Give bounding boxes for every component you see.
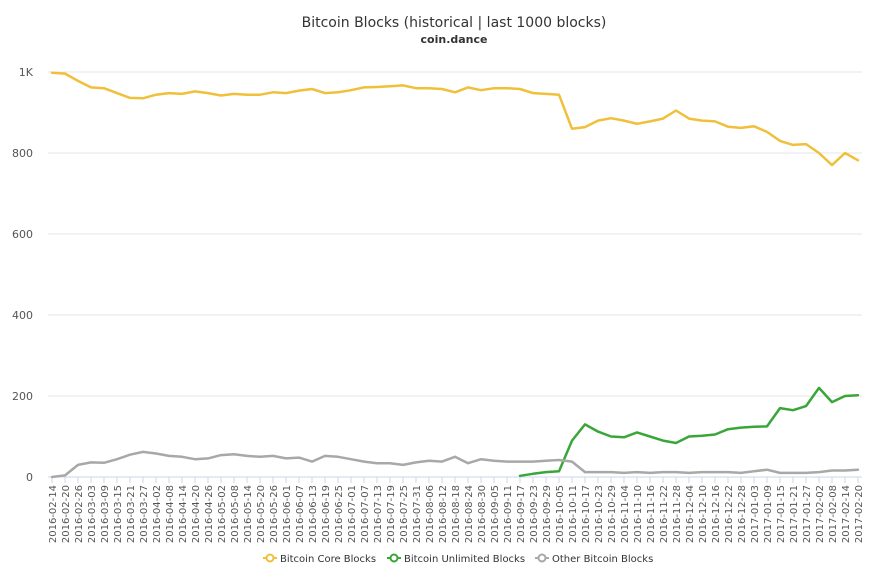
x-tick-label: 2017-01-21 xyxy=(789,485,800,543)
x-tick-label: 2016-03-03 xyxy=(87,485,98,543)
x-tick-label: 2016-10-17 xyxy=(581,485,592,543)
y-tick-label: 0 xyxy=(26,471,33,484)
x-tick-label: 2017-01-15 xyxy=(776,485,787,543)
x-tick-label: 2016-04-02 xyxy=(152,485,163,543)
x-tick-label: 2016-02-14 xyxy=(48,485,59,543)
x-tick-label: 2016-02-20 xyxy=(61,485,72,543)
chart-title: Bitcoin Blocks (historical | last 1000 b… xyxy=(302,15,607,31)
x-tick-label: 2016-04-20 xyxy=(191,485,202,543)
x-tick-label: 2016-09-23 xyxy=(529,485,540,543)
y-tick-label: 400 xyxy=(12,309,33,322)
x-tick-label: 2016-08-30 xyxy=(477,485,488,543)
x-tick-label: 2016-12-22 xyxy=(724,485,735,543)
legend-label-1: Bitcoin Unlimited Blocks xyxy=(404,554,525,565)
x-tick-label: 2016-09-11 xyxy=(503,485,514,543)
x-tick-label: 2016-06-13 xyxy=(308,485,319,543)
x-tick-label: 2016-06-01 xyxy=(282,485,293,543)
x-tick-label: 2017-02-08 xyxy=(828,485,839,543)
x-tick-label: 2016-10-23 xyxy=(594,485,605,543)
x-tick-label: 2016-12-16 xyxy=(711,485,722,543)
x-tick-label: 2017-01-03 xyxy=(750,485,761,543)
series-line-1[interactable] xyxy=(518,386,860,478)
y-tick-label: 800 xyxy=(12,147,33,160)
x-tick-label: 2016-05-02 xyxy=(217,485,228,543)
y-tick-label: 1K xyxy=(19,66,34,79)
x-tick-label: 2016-10-29 xyxy=(607,485,618,543)
x-tick-label: 2016-11-16 xyxy=(646,485,657,543)
x-tick-label: 2017-01-09 xyxy=(763,485,774,543)
x-tick-label: 2016-05-26 xyxy=(269,485,280,543)
x-tick-label: 2016-04-14 xyxy=(178,485,189,543)
series-line-0[interactable] xyxy=(50,71,860,167)
x-tick-label: 2016-07-13 xyxy=(373,485,384,543)
x-tick-label: 2016-03-21 xyxy=(126,485,137,543)
x-tick-label: 2016-10-11 xyxy=(568,485,579,543)
series-line-2[interactable] xyxy=(50,450,860,479)
x-tick-label: 2016-06-07 xyxy=(295,485,306,543)
x-tick-label: 2016-05-08 xyxy=(230,485,241,543)
x-tick-label: 2016-11-22 xyxy=(659,485,670,543)
legend-label-2: Other Bitcoin Blocks xyxy=(552,554,653,565)
x-tick-label: 2017-02-14 xyxy=(841,485,852,543)
legend-label-0: Bitcoin Core Blocks xyxy=(280,554,376,565)
x-tick-label: 2016-07-07 xyxy=(360,485,371,543)
legend-marker-0 xyxy=(265,553,275,563)
x-tick-label: 2016-04-26 xyxy=(204,485,215,543)
chart-subtitle: coin.dance xyxy=(421,33,488,46)
x-axis: 2016-02-14 2016-02-20 2016-02-26 2016-03-03… xyxy=(48,477,865,543)
x-tick-label: 2016-12-10 xyxy=(698,485,709,543)
x-tick-label: 2017-01-27 xyxy=(802,485,813,543)
x-tick-label: 2016-04-08 xyxy=(165,485,176,543)
y-axis-ticks: 0 200 400 600 800 1K xyxy=(12,66,34,484)
x-tick-label: 2016-03-27 xyxy=(139,485,150,543)
x-tick-label: 2016-07-31 xyxy=(412,485,423,543)
x-tick-label: 2016-09-29 xyxy=(542,485,553,543)
x-tick-label: 2017-02-20 xyxy=(854,485,865,543)
x-tick-label: 2016-07-19 xyxy=(386,485,397,543)
x-tick-label: 2016-02-26 xyxy=(74,485,85,543)
legend-item-2[interactable]: Other Bitcoin Blocks xyxy=(535,553,653,565)
legend-item-0[interactable]: Bitcoin Core Blocks xyxy=(263,553,376,565)
x-tick-label: 2016-03-09 xyxy=(100,485,111,543)
legend-item-1[interactable]: Bitcoin Unlimited Blocks xyxy=(387,553,525,565)
x-tick-label: 2016-08-12 xyxy=(438,485,449,543)
grid-lines xyxy=(48,71,862,478)
legend-marker-1 xyxy=(389,553,399,563)
x-tick-label: 2016-06-19 xyxy=(321,485,332,543)
x-tick-label: 2016-07-25 xyxy=(399,485,410,543)
x-tick-label: 2016-03-15 xyxy=(113,485,124,543)
x-tick-label: 2016-08-18 xyxy=(451,485,462,543)
x-tick-label: 2016-11-04 xyxy=(620,485,631,543)
legend-marker-2 xyxy=(537,553,547,563)
x-tick-label: 2016-12-04 xyxy=(685,485,696,543)
x-tick-label: 2017-02-02 xyxy=(815,485,826,543)
x-tick-label: 2016-08-06 xyxy=(425,485,436,543)
x-tick-label: 2016-08-24 xyxy=(464,485,475,543)
x-tick-label: 2016-06-25 xyxy=(334,485,345,543)
x-tick-label: 2016-11-28 xyxy=(672,485,683,543)
x-tick-label: 2016-09-05 xyxy=(490,485,501,543)
x-tick-label: 2016-09-17 xyxy=(516,485,527,543)
x-tick-label: 2016-05-20 xyxy=(256,485,267,543)
x-tick-label: 2016-12-28 xyxy=(737,485,748,543)
y-tick-label: 200 xyxy=(12,390,33,403)
legend[interactable]: Bitcoin Core Blocks Bitcoin Unlimited Blo… xyxy=(263,553,653,565)
series-group xyxy=(50,71,860,479)
x-tick-label: 2016-05-14 xyxy=(243,485,254,543)
x-tick-label: 2016-07-01 xyxy=(347,485,358,543)
x-tick-label: 2016-11-10 xyxy=(633,485,644,543)
x-tick-label: 2016-10-05 xyxy=(555,485,566,543)
y-tick-label: 600 xyxy=(12,228,33,241)
